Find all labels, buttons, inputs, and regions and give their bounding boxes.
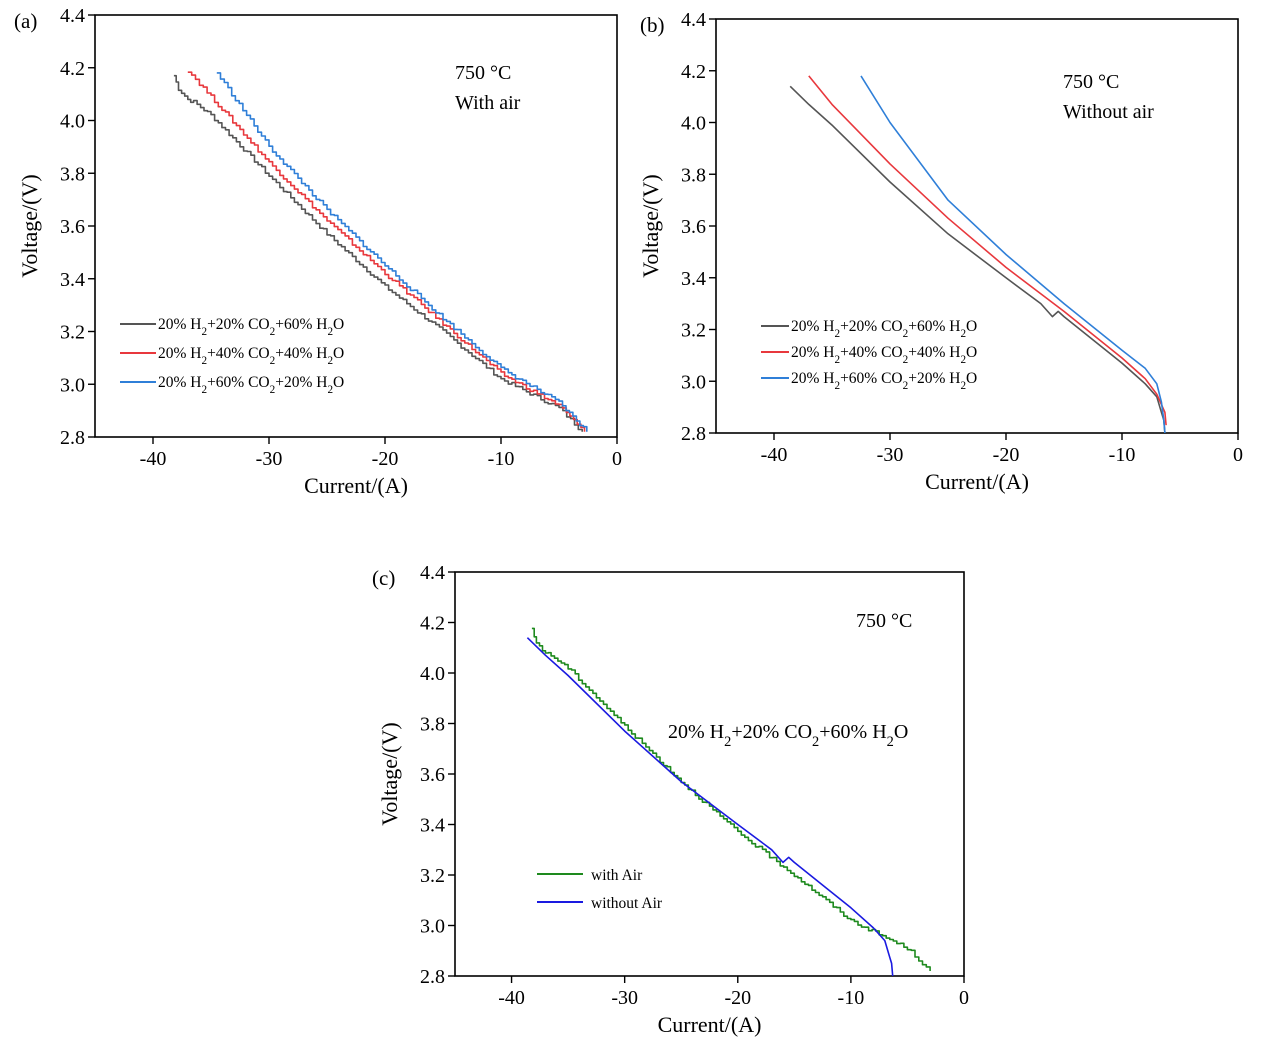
- y-tick-label: 4.0: [420, 663, 445, 685]
- y-tick-label: 3.6: [681, 216, 706, 238]
- legend-label: 20% H2+20% CO2+60% H2O: [791, 318, 977, 340]
- y-tick-label: 3.0: [60, 374, 85, 396]
- series-line: [789, 85, 1166, 433]
- x-tick-label: -30: [256, 448, 283, 470]
- plot-frame: [454, 571, 965, 977]
- y-axis-title: Voltage/(V): [377, 722, 402, 825]
- y-tick-label: 3.4: [420, 815, 445, 837]
- legend-label: with Air: [591, 867, 643, 884]
- y-tick-label: 3.0: [681, 371, 706, 393]
- composition-label: 20% H2+20% CO2+60% H2O: [668, 721, 908, 750]
- x-tick-label: -40: [498, 987, 525, 1009]
- panel-c: -40 -30 -20 -10 0 2.8 3.0 3.2 3.4 3.6 3.8 4.0 4.2 4.4…: [372, 562, 969, 1037]
- y-tick-label: 3.2: [681, 320, 706, 342]
- panel-label: (a): [14, 9, 37, 33]
- legend-label: 20% H2+60% CO2+20% H2O: [158, 374, 344, 396]
- x-axis-title: Current/(A): [304, 473, 408, 498]
- panel-label: (b): [640, 13, 665, 37]
- y-tick-label: 3.4: [60, 269, 85, 291]
- y-tick-label: 4.2: [420, 613, 445, 635]
- series-line: [173, 74, 583, 432]
- annotation-text: 750 °C: [856, 610, 912, 632]
- y-tick-label: 4.4: [60, 5, 85, 27]
- x-tick-label: 0: [1233, 444, 1243, 466]
- legend-label: 20% H2+20% CO2+60% H2O: [158, 316, 344, 338]
- y-tick-label: 4.2: [681, 61, 706, 83]
- series-line: [526, 637, 894, 976]
- y-tick-label: 4.0: [681, 113, 706, 135]
- y-tick-label: 2.8: [60, 427, 85, 449]
- y-axis-title: Voltage/(V): [17, 174, 42, 277]
- legend-label: 20% H2+60% CO2+20% H2O: [791, 370, 977, 392]
- y-tick-label: 4.4: [681, 9, 706, 31]
- series-line: [808, 75, 1167, 426]
- legend-label: without Air: [591, 895, 663, 912]
- x-tick-label: -20: [724, 987, 751, 1009]
- x-tick-label: 0: [959, 987, 969, 1009]
- x-axis-title: Current/(A): [925, 469, 1029, 494]
- y-tick-label: 3.6: [420, 764, 445, 786]
- x-tick-label: -10: [838, 987, 865, 1009]
- y-tick-label: 3.8: [681, 164, 706, 186]
- annotation-text: With air: [455, 92, 521, 114]
- series-line: [216, 72, 588, 432]
- annotation-text: 750 °C: [1063, 71, 1119, 93]
- legend-label: 20% H2+40% CO2+40% H2O: [158, 345, 344, 367]
- y-tick-label: 4.4: [420, 562, 445, 584]
- annotation-text: 750 °C: [455, 62, 511, 84]
- y-tick-label: 3.2: [420, 865, 445, 887]
- y-tick-label: 3.4: [681, 268, 706, 290]
- x-tick-label: -40: [140, 448, 167, 470]
- x-tick-label: 0: [612, 448, 622, 470]
- x-tick-label: -10: [1109, 444, 1136, 466]
- x-tick-label: -20: [372, 448, 399, 470]
- x-tick-label: -30: [611, 987, 638, 1009]
- y-tick-label: 3.2: [60, 322, 85, 344]
- y-tick-label: 3.6: [60, 216, 85, 238]
- x-tick-label: -30: [877, 444, 904, 466]
- y-tick-label: 3.8: [60, 163, 85, 185]
- y-tick-label: 4.0: [60, 111, 85, 133]
- series-line: [187, 71, 586, 432]
- y-tick-label: 3.8: [420, 714, 445, 736]
- y-axis-title: Voltage/(V): [638, 174, 663, 277]
- y-tick-label: 2.8: [420, 966, 445, 988]
- panel-b: -40 -30 -20 -10 0 2.8 3.0 3.2 3.4 3.6 3.8 4.0 4.2 4.4…: [638, 9, 1243, 494]
- x-tick-label: -10: [488, 448, 515, 470]
- series-line: [531, 627, 931, 971]
- x-axis-title: Current/(A): [658, 1012, 762, 1037]
- y-tick-label: 4.2: [60, 58, 85, 80]
- x-tick-label: -40: [761, 444, 788, 466]
- panel-a: -40 -30 -20 -10 0 2.8 3.0 3.2 3.4 3.6 3.8 4.0 4.2 4.4…: [14, 5, 622, 498]
- series-line: [860, 75, 1166, 433]
- y-tick-label: 2.8: [681, 423, 706, 445]
- annotation-text: Without air: [1063, 101, 1154, 123]
- panel-label: (c): [372, 566, 395, 590]
- y-tick-label: 3.0: [420, 916, 445, 938]
- legend-label: 20% H2+40% CO2+40% H2O: [791, 344, 977, 366]
- x-tick-label: -20: [993, 444, 1020, 466]
